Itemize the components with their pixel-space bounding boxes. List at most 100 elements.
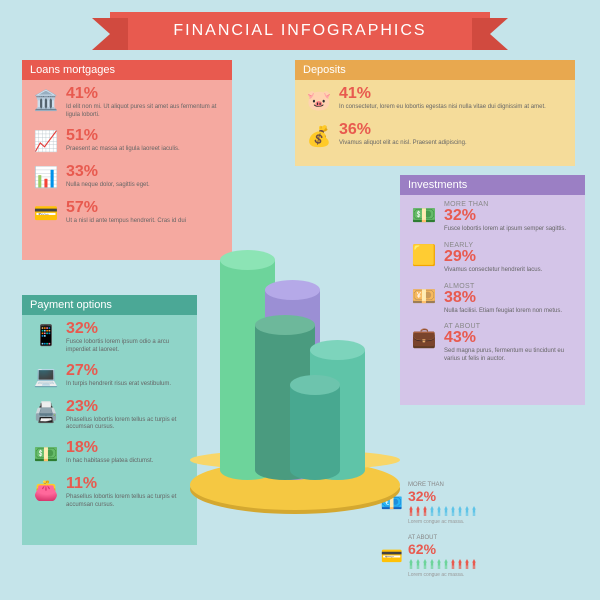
- person-icon: [443, 506, 449, 516]
- chart-bar: [290, 385, 340, 480]
- person-icon: [443, 559, 449, 569]
- stat-row: 📈 51% Praesent ac massa at ligula laoreet …: [32, 128, 222, 156]
- stat-text: Praesent ac massa at ligula laoreet iacu…: [66, 146, 222, 154]
- bottom-people-stats: 💶MORE THAN32%Lorem congue ac massa.💳AT A…: [380, 482, 580, 588]
- stat-percent: 57%: [66, 200, 222, 216]
- stat-text: Nulla neque dolor, sagittis eget.: [66, 182, 222, 190]
- person-icon: [464, 506, 470, 516]
- panel-payment: Payment options 📱 32% Fusce lobortis lorem …: [22, 295, 197, 545]
- stat-text: Fusce lobortis lorem at ipsum semper sag…: [444, 226, 575, 234]
- stat-icon: 🐷: [305, 86, 333, 114]
- person-icon: [422, 559, 428, 569]
- stat-text: Phasellus lobortis lorem tellus ac turpi…: [66, 494, 187, 510]
- stat-percent: 41%: [339, 86, 565, 102]
- stat-row: 🏛️ 41% Id elit non mi. Ut aliquot pures si…: [32, 86, 222, 120]
- person-icon: [457, 506, 463, 516]
- stat-text: Fusce lobortis lorem ipsum odio a arcu i…: [66, 339, 187, 355]
- stat-percent: 18%: [66, 440, 187, 456]
- person-icon: [471, 559, 477, 569]
- stat-percent: 11%: [66, 476, 187, 492]
- stat-icon: 💰: [305, 122, 333, 150]
- person-icon: [436, 559, 442, 569]
- person-icon: [457, 559, 463, 569]
- stat-row: 💻 27% In turpis hendrerit risus erat vesti…: [32, 363, 187, 391]
- stat-row: 👛 11% Phasellus lobortis lorem tellus ac t…: [32, 476, 187, 510]
- stat-percent: 32%: [66, 321, 187, 337]
- stat-icon: 📈: [32, 128, 60, 156]
- stat-row: 🖨️ 23% Phasellus lobortis lorem tellus ac …: [32, 399, 187, 433]
- people-percent: 32%: [408, 488, 580, 504]
- stat-row: 📊 33% Nulla neque dolor, sagittis eget.: [32, 164, 222, 192]
- stat-row: 🐷 41% In consectetur, lorem eu lobortis eg…: [305, 86, 565, 114]
- person-icon: [408, 559, 414, 569]
- people-row: 💳AT ABOUT62%Lorem congue ac massa.: [380, 535, 580, 578]
- panel-header: Investments: [400, 175, 585, 195]
- people-text: Lorem congue ac massa.: [408, 572, 580, 578]
- stat-text: Nulla facilisi. Etiam feugiat lorem non …: [444, 308, 575, 316]
- stat-icon: 💵: [32, 440, 60, 468]
- stat-percent: 32%: [444, 208, 575, 224]
- stat-text: Vivamus aliquot elit ac nisl. Praesent a…: [339, 140, 565, 148]
- stat-row: 💵MORE THAN32%Fusce lobortis lorem at ips…: [410, 201, 575, 234]
- person-icon: [429, 506, 435, 516]
- stat-icon: 📊: [32, 164, 60, 192]
- stat-icon: 🟨: [410, 242, 438, 270]
- title-banner: FINANCIAL INFOGRAPHICS: [110, 12, 490, 50]
- stat-text: In consectetur, lorem eu lobortis egesta…: [339, 104, 565, 112]
- stat-icon: 💻: [32, 363, 60, 391]
- stat-text: Phasellus lobortis lorem tellus ac turpi…: [66, 417, 187, 433]
- person-icon: [408, 506, 414, 516]
- panel-deposits: Deposits 🐷 41% In consectetur, lorem eu lob…: [295, 60, 575, 166]
- stat-percent: 51%: [66, 128, 222, 144]
- people-text: Lorem congue ac massa.: [408, 519, 580, 525]
- stat-percent: 36%: [339, 122, 565, 138]
- person-icon: [429, 559, 435, 569]
- stat-row: 💴ALMOST38%Nulla facilisi. Etiam feugiat …: [410, 283, 575, 316]
- stat-row: 🟨NEARLY29%Vivamus consectetur hendrerit …: [410, 242, 575, 275]
- stat-text: Id elit non mi. Ut aliquot pures sit ame…: [66, 104, 222, 120]
- stat-text: Ut a nisl id ante tempus hendrerit. Cras…: [66, 218, 222, 226]
- stat-row: 📱 32% Fusce lobortis lorem ipsum odio a ar…: [32, 321, 187, 355]
- panel-investments: Investments 💵MORE THAN32%Fusce lobortis l…: [400, 175, 585, 405]
- stat-icon: 💳: [32, 200, 60, 228]
- people-row: 💶MORE THAN32%Lorem congue ac massa.: [380, 482, 580, 525]
- people-percent: 62%: [408, 541, 580, 557]
- stat-icon: 👛: [32, 476, 60, 504]
- person-icon: [471, 506, 477, 516]
- stat-icon: 📱: [32, 321, 60, 349]
- person-icon: [464, 559, 470, 569]
- stat-icon: 💵: [410, 201, 438, 229]
- panel-header: Loans mortgages: [22, 60, 232, 80]
- stat-text: In turpis hendrerit risus erat vestibulu…: [66, 381, 187, 389]
- stat-text: Sed magna purus, fermentum eu tincidunt …: [444, 348, 575, 364]
- person-icon: [450, 559, 456, 569]
- stat-row: 💵 18% In hac habitasse platea dictumst.: [32, 440, 187, 468]
- person-icon: [422, 506, 428, 516]
- panel-loans: Loans mortgages 🏛️ 41% Id elit non mi. Ut a…: [22, 60, 232, 260]
- stat-percent: 23%: [66, 399, 187, 415]
- person-icon: [415, 559, 421, 569]
- stat-percent: 29%: [444, 249, 575, 265]
- stat-percent: 33%: [66, 164, 222, 180]
- person-icon: [415, 506, 421, 516]
- people-stat-icon: 💳: [380, 545, 404, 569]
- stat-percent: 38%: [444, 290, 575, 306]
- stat-row: 💰 36% Vivamus aliquot elit ac nisl. Praese…: [305, 122, 565, 150]
- panel-header: Payment options: [22, 295, 197, 315]
- panel-header: Deposits: [295, 60, 575, 80]
- stat-row: 💼AT ABOUT43%Sed magna purus, fermentum e…: [410, 323, 575, 364]
- stat-icon: 💼: [410, 323, 438, 351]
- stat-icon: 🖨️: [32, 399, 60, 427]
- stat-percent: 27%: [66, 363, 187, 379]
- stat-text: Vivamus consectetur hendrerit lacus.: [444, 267, 575, 275]
- person-icon: [450, 506, 456, 516]
- stat-row: 💳 57% Ut a nisl id ante tempus hendrerit. …: [32, 200, 222, 228]
- person-icon: [436, 506, 442, 516]
- stat-icon: 💴: [410, 283, 438, 311]
- stat-text: In hac habitasse platea dictumst.: [66, 458, 187, 466]
- center-3d-chart: [210, 240, 390, 510]
- title-text: FINANCIAL INFOGRAPHICS: [173, 22, 426, 40]
- stat-percent: 41%: [66, 86, 222, 102]
- stat-percent: 43%: [444, 330, 575, 346]
- stat-icon: 🏛️: [32, 86, 60, 114]
